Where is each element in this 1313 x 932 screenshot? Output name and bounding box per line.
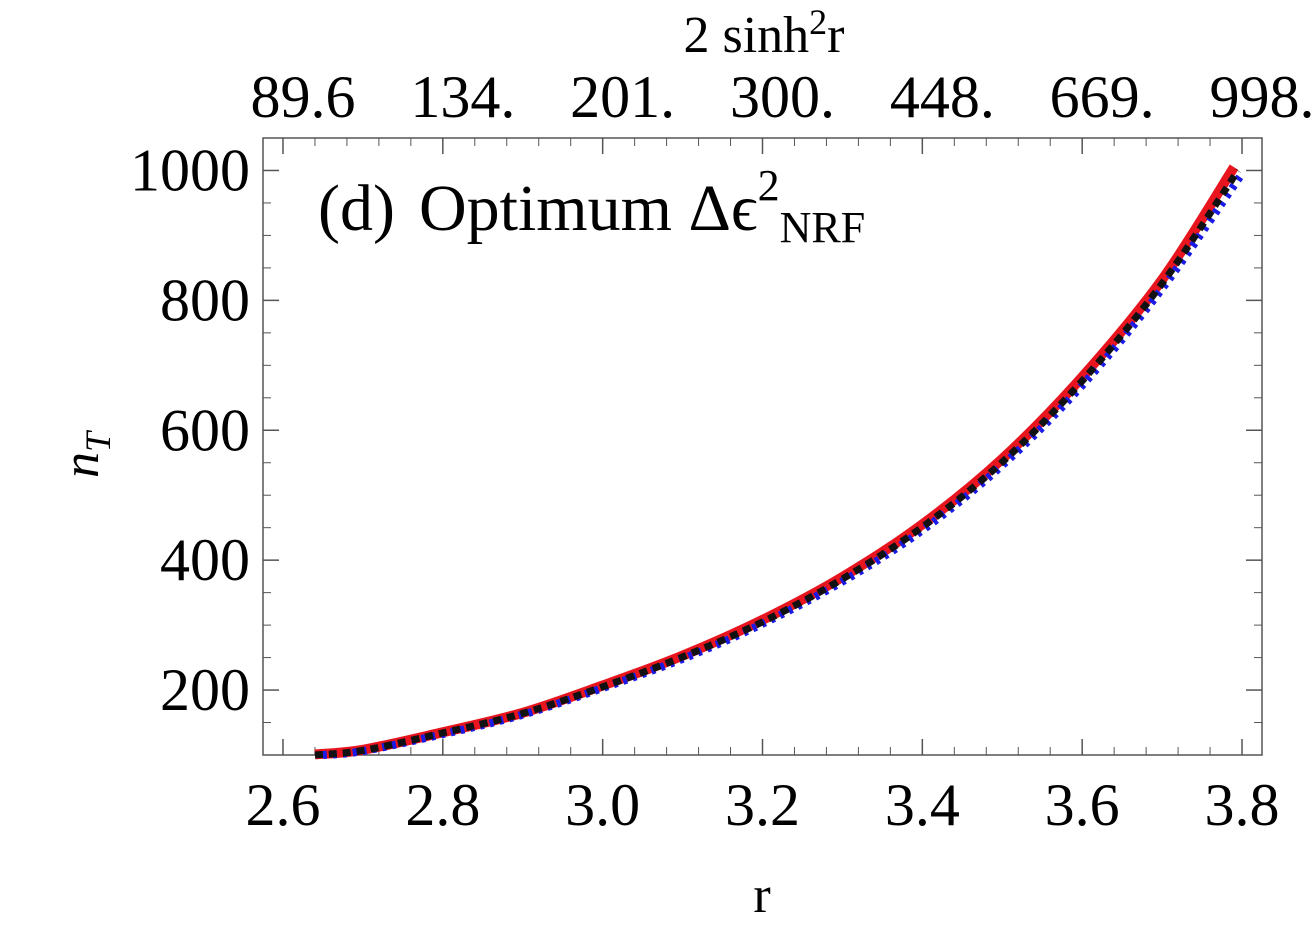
top-tick-label: 448. [890,64,995,130]
top-tick-label: 134. [410,64,515,130]
plot-frame [262,137,1263,756]
y-tick-label: 1000 [130,137,250,203]
svg-text:nT: nT [53,429,118,478]
series-blue-line [322,171,1246,759]
x-tick-label: 3.2 [725,772,800,838]
x-tick-label: 2.6 [245,772,320,838]
y-tick-label: 400 [160,527,250,593]
series-red-line [314,164,1239,760]
x-tick-label: 3.0 [565,772,640,838]
top-axis-title: 2 sinh2r [683,2,844,64]
y-tick-label: 600 [160,397,250,463]
top-tick-label: 89.6 [250,64,355,130]
top-tick-label: 201. [570,64,675,130]
x-tick-label: 3.8 [1205,772,1280,838]
x-tick-label: 3.6 [1045,772,1120,838]
top-tick-label: 669. [1050,64,1155,130]
x-axis-title: r [753,867,770,924]
x-tick-label: 2.8 [405,772,480,838]
top-tick-label: 998. [1210,64,1313,130]
y-tick-label: 200 [160,657,250,723]
y-tick-label: 800 [160,267,250,333]
x-tick-label: 3.4 [885,772,960,838]
y-axis-title: nT [53,429,118,478]
top-tick-label: 300. [730,64,835,130]
series-black-line [314,168,1241,759]
panel-annotation: (d) Optimum Δϵ2NRF [318,161,865,252]
